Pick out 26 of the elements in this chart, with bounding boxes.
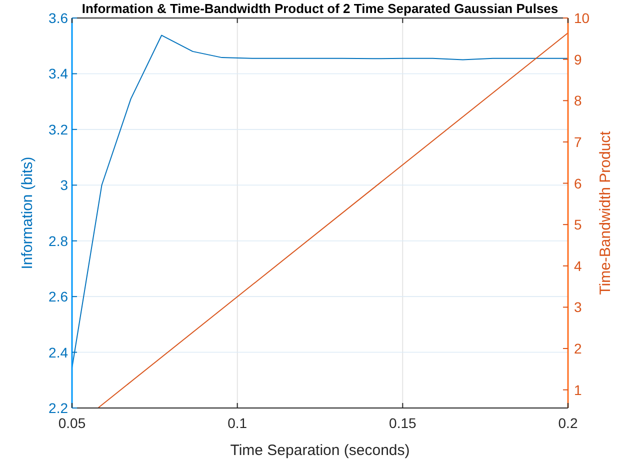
y-tick-label: 2.8 [48, 232, 68, 249]
y-tick-label: 3.2 [48, 121, 68, 138]
y2-tick-label: 5 [574, 216, 582, 233]
y2-tick-label: 9 [574, 51, 582, 68]
y2-tick-label: 4 [574, 258, 582, 274]
y2-tick-label: 2 [574, 340, 582, 357]
x-tick-label: 0.05 [58, 415, 86, 431]
y2-axis-title: Time-Bandwidth Product [597, 130, 614, 295]
y2-tick-label: 10 [574, 10, 590, 26]
y-tick-label: 3 [60, 177, 68, 194]
y-axis-title: Information (bits) [19, 156, 36, 270]
y2-tick-label: 6 [574, 175, 582, 192]
y2-tick-label: 7 [574, 134, 582, 150]
x-tick-label: 0.2 [558, 415, 578, 431]
y-tick-label: 2.2 [48, 400, 68, 416]
y2-tick-label: 8 [574, 92, 582, 109]
y-tick-label: 3.4 [48, 66, 68, 82]
y-tick-label: 2.6 [48, 288, 68, 305]
y-tick-label: 2.4 [48, 344, 68, 360]
y-tick-label: 3.6 [48, 10, 68, 26]
chart-title: Information & Time-Bandwidth Product of 2 Time Separated Gaussian Pulses [82, 1, 558, 16]
x-axis-title: Time Separation (seconds) [230, 442, 410, 459]
y2-tick-label: 1 [574, 382, 582, 398]
x-tick-label: 0.1 [228, 415, 248, 431]
y2-tick-label: 3 [574, 299, 582, 316]
x-tick-label: 0.15 [389, 415, 417, 431]
